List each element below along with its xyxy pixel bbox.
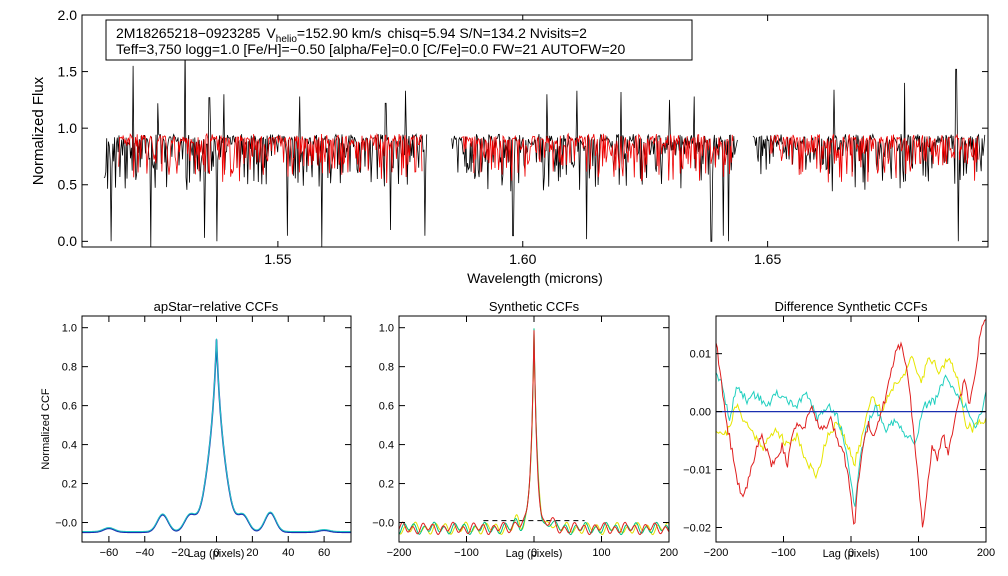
annotation-stats: chisq=5.94 S/N=134.2 Nvisits=2 — [387, 25, 587, 41]
difference-xtick-label: −200 — [704, 547, 729, 559]
synthetic-xlabel: Lag (pixels) — [506, 548, 563, 560]
synthetic-ytick-label: 0.2 — [379, 478, 394, 490]
apstar-title: apStar−relative CCFs — [154, 299, 279, 314]
apstar-ylabel: Normalized CCF — [40, 388, 52, 470]
apstar-ytick-label: 0.6 — [62, 400, 77, 412]
apstar-xlabel: Lag (pixels) — [188, 548, 245, 560]
synthetic-lines — [398, 328, 670, 536]
apstar-series-2 — [82, 338, 351, 532]
apstar-xtick-label: 0 — [213, 547, 219, 559]
spectrum-lines — [103, 43, 986, 248]
difference-frame — [715, 315, 987, 543]
difference-xtick-label: 0 — [848, 547, 854, 559]
difference-series-yellow — [715, 355, 987, 480]
apstar-xtick-label: 20 — [246, 547, 258, 559]
apstar-lines — [82, 338, 351, 534]
model-spectrum-segment-2 — [461, 132, 734, 182]
spectrum-xtick-label: 1.60 — [509, 251, 536, 267]
spectrum-xtick-label: 1.65 — [754, 251, 781, 267]
difference-title: Difference Synthetic CCFs — [775, 299, 928, 314]
spectrum-ticks: 1.55 1.60 1.65 0.0 0.5 1.0 1.5 2.0 — [58, 7, 988, 267]
spectrum-ytick-label: 0.5 — [58, 177, 78, 193]
synthetic-ytick-label: 1.0 — [379, 323, 394, 335]
apstar-ytick-label: 0.4 — [62, 439, 77, 451]
synthetic-ytick-label: 0.8 — [379, 362, 394, 374]
difference-xtick-label: 200 — [977, 547, 995, 559]
difference-ytick-label: −0.02 — [683, 522, 711, 534]
synthetic-xtick-label: 100 — [592, 547, 610, 559]
apstar-ytick-label: 1.0 — [62, 323, 77, 335]
difference-xlabel: Lag (pixels) — [823, 548, 880, 560]
apstar-xtick-label: −20 — [171, 547, 190, 559]
difference-ytick-label: 0.00 — [690, 406, 711, 418]
difference-ytick-label: −0.01 — [683, 464, 711, 476]
synthetic-ytick-label: −0.0 — [372, 517, 394, 529]
apstar-ytick-label: 0.8 — [62, 362, 77, 374]
spectrum-frame — [81, 14, 989, 248]
model-spectrum-segment-1 — [118, 132, 423, 184]
synthetic-ytick-label: 0.6 — [379, 400, 394, 412]
synthetic-xtick-label: 0 — [531, 547, 537, 559]
apstar-ytick-label: −0.0 — [55, 517, 77, 529]
synthetic-series-3 — [398, 330, 670, 536]
spectrum-ytick-label: 0.0 — [58, 233, 78, 249]
model-spectrum-segment-3 — [769, 133, 979, 183]
annotation-vhelio-prefix: V — [266, 25, 276, 41]
synthetic-xtick-label: 200 — [660, 547, 678, 559]
synthetic-ticks: −200 −100 0 100 200 −0.0 0.2 0.4 0.6 0.8 1.0 — [372, 316, 678, 559]
apstar-ticks: −60 −40 −20 0 20 40 60 −0.0 0.2 0.4 0.6 0.8 1.0 — [55, 316, 351, 559]
apstar-ccf-panel: apStar−relative CCFs −60 −40 −20 0 20 40 60 −0.… — [40, 299, 352, 560]
spectrum-ytick-label: 1.5 — [58, 63, 78, 79]
annotation-vhelio-value: =152.90 km/s — [297, 25, 381, 41]
difference-ytick-label: 0.01 — [690, 349, 711, 361]
apstar-xtick-label: 40 — [282, 547, 294, 559]
apstar-xtick-label: −60 — [100, 547, 119, 559]
difference-xtick-label: 100 — [909, 547, 927, 559]
spectrum-panel: 1.55 1.60 1.65 0.0 0.5 1.0 1.5 2.0 Wavelength (… — [30, 7, 989, 286]
apstar-ytick-label: 0.2 — [62, 478, 77, 490]
difference-series-red — [715, 319, 987, 528]
difference-lines — [715, 319, 987, 528]
annotation-line-2: Teff=3,750 logg=1.0 [Fe/H]=−0.50 [alpha/… — [116, 41, 625, 57]
apstar-xtick-label: 60 — [318, 547, 330, 559]
difference-series-cyan — [715, 372, 987, 507]
synthetic-ytick-label: 0.4 — [379, 439, 394, 451]
spectrum-ytick-label: 1.0 — [58, 120, 78, 136]
spectrum-xtick-label: 1.55 — [264, 251, 291, 267]
spectrum-xlabel: Wavelength (microns) — [467, 270, 603, 286]
annotation-line-1: 2M18265218−0923285 Vhelio=152.90 km/s chis… — [116, 25, 587, 45]
difference-ticks: −200 −100 0 100 200 0.01 0.00 −0.01 −0.02 — [683, 316, 995, 559]
spectrum-ylabel: Normalized Flux — [30, 76, 47, 185]
spectrum-ytick-label: 2.0 — [58, 7, 78, 23]
apstar-series-1 — [82, 339, 351, 534]
apstar-xtick-label: −40 — [135, 547, 154, 559]
synthetic-title: Synthetic CCFs — [489, 299, 580, 314]
annotation-vhelio-sub: helio — [276, 34, 298, 45]
synthetic-xtick-label: −100 — [454, 547, 479, 559]
synthetic-ccf-panel: Synthetic CCFs −200 −100 0 100 200 −0.0 0.2 0.4… — [372, 299, 678, 560]
difference-ccf-panel: Difference Synthetic CCFs −200 −100 0 100 20… — [683, 299, 995, 560]
annotation-box — [105, 19, 693, 61]
difference-xtick-label: −100 — [771, 547, 796, 559]
synthetic-xtick-label: −200 — [387, 547, 412, 559]
synthetic-series-1 — [398, 333, 670, 536]
annotation-star-id: 2M18265218−0923285 — [116, 25, 261, 41]
